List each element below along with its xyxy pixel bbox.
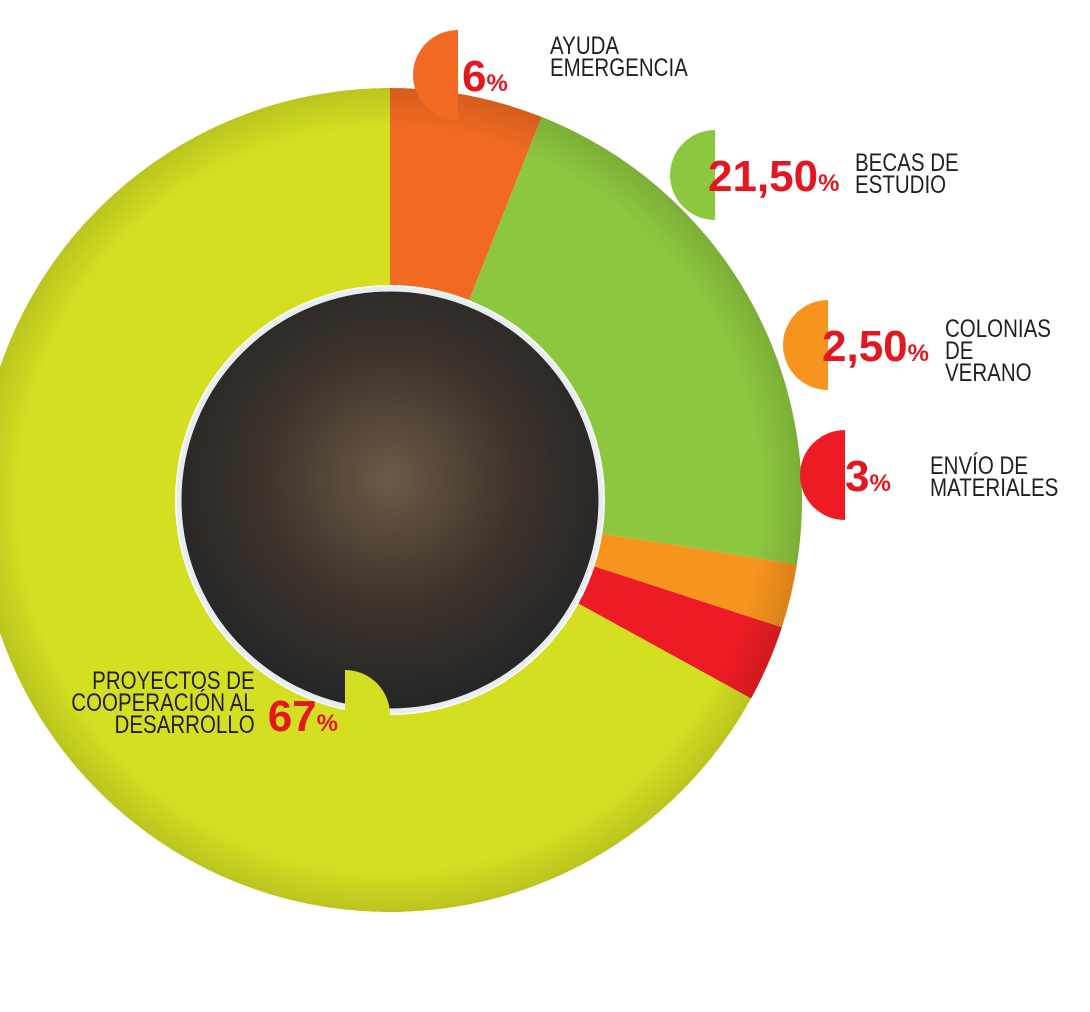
data-label-number: 2,50 (822, 322, 908, 371)
data-label-unit: % (818, 170, 839, 197)
data-label: 3% (845, 452, 891, 501)
data-label-unit: % (908, 340, 929, 367)
category-label: AYUDA EMERGENCIA (550, 32, 688, 82)
category-label: ENVÍO DE MATERIALES (930, 452, 1059, 502)
photo (176, 286, 604, 714)
data-label-unit: % (869, 470, 890, 497)
category-label: BECAS DE ESTUDIO (855, 149, 959, 199)
data-label-number: 6 (462, 52, 486, 101)
data-label: 2,50% (822, 322, 929, 371)
data-label: 21,50% (708, 152, 839, 201)
data-label-number: 67 (268, 692, 317, 741)
data-label-unit: % (486, 70, 507, 97)
legend-swatch (413, 30, 458, 120)
data-label-number: 21,50 (708, 152, 818, 201)
legend-swatch (345, 670, 390, 760)
data-label: 67% (268, 692, 338, 741)
legend-swatch (670, 130, 715, 220)
category-label: PROYECTOS DE COOPERACIÓN AL DESARROLLO (71, 667, 255, 739)
data-label: 6% (462, 52, 508, 101)
legend-swatch (800, 430, 845, 520)
data-label-unit: % (317, 710, 338, 737)
category-label: COLONIAS DE VERANO (945, 315, 1051, 387)
legend-swatch (783, 300, 828, 390)
data-label-number: 3 (845, 452, 869, 501)
